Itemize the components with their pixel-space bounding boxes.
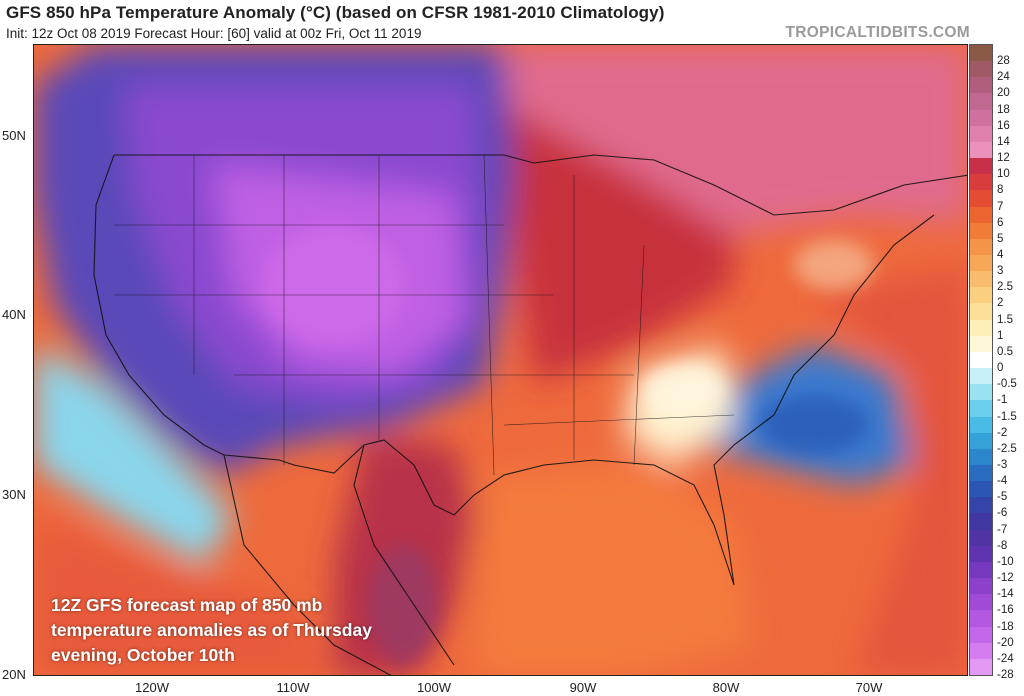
colorbar-label: -4 [997,475,1008,488]
colorbar-label: -6 [997,507,1008,520]
colorbar-label: 18 [997,103,1010,116]
colorbar-swatch [970,626,992,644]
colorbar-swatch [970,319,992,337]
colorbar-label: 0 [997,362,1004,375]
colorbar-label: 1.5 [997,313,1013,326]
colorbar-swatch [970,190,992,208]
colorbar-swatch [970,335,992,353]
colorbar-label: 1 [997,329,1004,342]
colorbar-swatch [970,561,992,579]
brand-watermark: TROPICALTIDBITS.COM [785,24,970,41]
anomaly-map [33,44,968,676]
colorbar-swatch [970,77,992,94]
colorbar-swatch [970,222,992,240]
colorbar-swatch [970,125,992,143]
annotation-line: 12Z GFS forecast map of 850 mb [51,595,323,615]
colorbar-label: -10 [997,555,1014,568]
colorbar-label: 4 [997,249,1004,261]
colorbar-label: -2 [997,426,1008,439]
colorbar-swatch [970,642,992,660]
colorbar-label: 14 [997,135,1010,148]
colorbar-swatch [970,400,992,418]
map-annotation: 12Z GFS forecast map of 850 mb temperatu… [51,593,396,668]
colorbar-swatch [970,141,992,159]
colorbar-label: -1 [997,394,1008,407]
colorbar-swatch [970,61,992,78]
colorbar-swatch [970,368,992,385]
colorbar-label: -14 [997,588,1014,601]
colorbar-swatch [970,465,992,482]
colorbar-label: -7 [997,523,1008,536]
lon-label: 110W [276,680,310,695]
colorbar-swatch [970,481,992,498]
colorbar-label: 3 [997,265,1004,278]
lon-label: 80W [712,680,740,695]
map-subtitle: Init: 12z Oct 08 2019 Forecast Hour: [60… [6,26,422,41]
colorbar-swatch [970,578,992,595]
lon-label: 90W [569,680,597,695]
colorbar-swatch [970,158,992,175]
annotation-line: evening, October 10th [51,645,235,665]
colorbar-label: -20 [997,636,1014,649]
lat-label: 40N [2,307,26,322]
colorbar-swatch [970,174,992,191]
colorbar-label: -28 [997,669,1014,681]
colorbar-label: 28 [997,55,1010,68]
colorbar-label: 16 [997,119,1010,132]
colorbar-swatch [970,93,992,111]
colorbar-label: -5 [997,491,1008,504]
colorbar-swatch [970,238,992,256]
colorbar-label: 7 [997,200,1004,213]
colorbar-swatch [970,448,992,466]
colorbar-swatch [970,271,992,288]
colorbar-label: 2 [997,297,1004,310]
colorbar-label: -24 [997,652,1014,665]
colorbar-swatch [970,513,992,531]
colorbar-label: 6 [997,216,1004,229]
colorbar-swatch [970,351,992,369]
colorbar-label: 20 [997,87,1010,100]
lat-label: 50N [2,128,26,143]
colorbar-swatch [970,432,992,450]
colorbar-label: -8 [997,539,1008,552]
colorbar-label: -12 [997,572,1014,585]
colorbar-label: 24 [997,71,1010,84]
colorbar-label: 8 [997,184,1004,197]
colorbar-label: 10 [997,168,1010,181]
map-title: GFS 850 hPa Temperature Anomaly (°C) (ba… [6,3,665,22]
colorbar-label: -3 [997,459,1008,471]
lon-label: 100W [417,680,451,695]
colorbar-label: 5 [997,232,1004,245]
colorbar-swatch [970,497,992,514]
lon-label: 70W [855,680,883,695]
colorbar-swatch [970,529,992,547]
colorbar-label: -2.5 [997,442,1017,455]
colorbar-swatch [970,45,992,62]
annotation-line: temperature anomalies as of Thursday [51,620,372,640]
colorbar-swatch [970,416,992,434]
colorbar-label: -16 [997,604,1014,617]
lon-label: 120W [135,680,169,695]
colorbar-label: -1.5 [997,410,1017,423]
colorbar-swatch [970,610,992,628]
colorbar-swatch [970,206,992,224]
colorbar-label: 0.5 [997,345,1013,358]
colorbar-label: -0.5 [997,378,1017,391]
colorbar-swatch [970,287,992,304]
colorbar-swatch [970,545,992,563]
colorbar-swatch [970,109,992,127]
colorbar-label: 12 [997,152,1010,165]
colorbar-swatch [970,303,992,321]
colorbar-swatch [970,594,992,611]
colorbar [969,44,993,676]
lat-label: 20N [2,667,26,682]
colorbar-label: -18 [997,620,1014,633]
colorbar-swatch [970,384,992,401]
colorbar-swatch [970,658,992,676]
lat-label: 30N [2,487,26,502]
colorbar-swatch [970,255,992,272]
colorbar-label: 2.5 [997,281,1013,294]
